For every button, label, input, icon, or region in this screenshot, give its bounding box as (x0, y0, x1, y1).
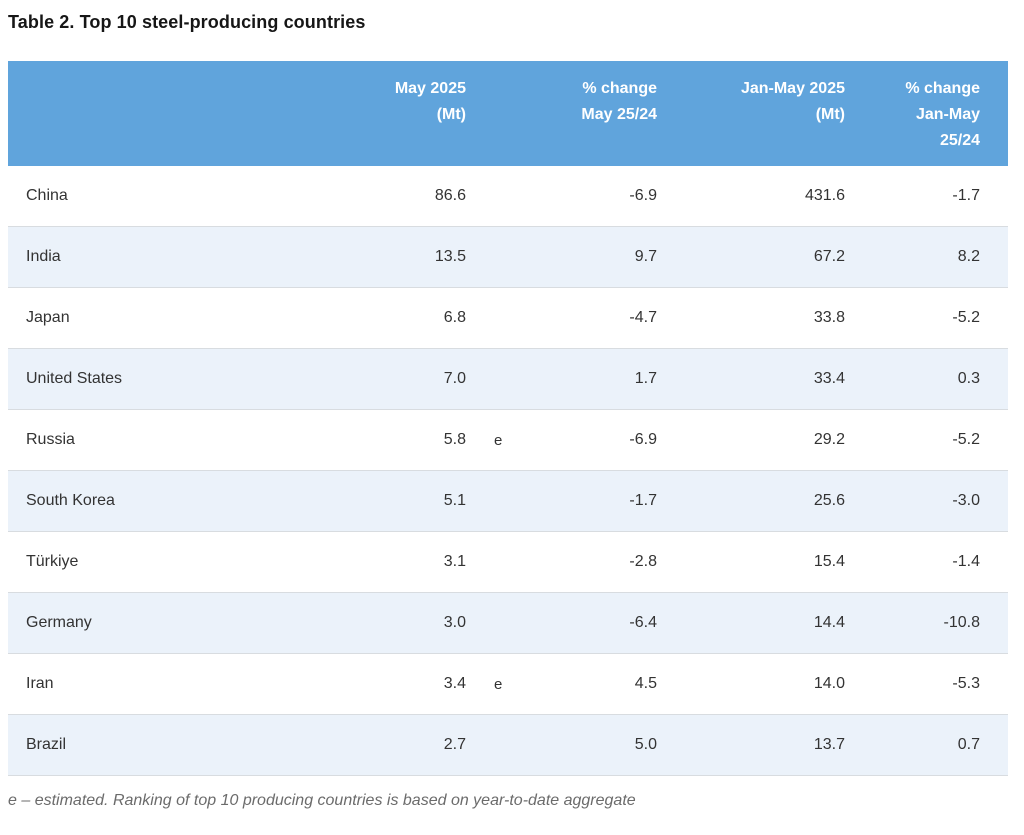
jan-may-value-cell: 25.6 (813, 492, 845, 509)
pct-may-cell: -6.9 (629, 187, 657, 204)
may-value-cell: 3.1 (443, 553, 466, 570)
table-row-turkiye: Türkiye 3.1 -2.8 15.4 -1.4 (8, 531, 1008, 593)
country-cell: Iran (26, 675, 54, 692)
jan-may-value-cell: 13.7 (813, 736, 845, 753)
table-body: China 86.6 -6.9 431.6 -1.7 India 13.5 9.… (8, 166, 1008, 776)
header-jan-may-2025: Jan-May 2025 (Mt) (657, 61, 845, 166)
may-value-cell: 13.5 (434, 248, 466, 265)
header-flag-spacer (466, 61, 518, 166)
estimated-flag-cell (466, 715, 518, 776)
country-cell: United States (26, 370, 123, 387)
table-row-russia: Russia 5.8 e -6.9 29.2 -5.2 (8, 409, 1008, 471)
estimated-flag-cell (466, 471, 518, 532)
pct-jan-may-cell: -5.2 (952, 431, 980, 448)
pct-may-cell: -6.4 (629, 614, 657, 631)
pct-jan-may-cell: -5.3 (952, 675, 980, 692)
table-row-iran: Iran 3.4 e 4.5 14.0 -5.3 (8, 653, 1008, 715)
table-row-china: China 86.6 -6.9 431.6 -1.7 (8, 166, 1008, 227)
table-row-india: India 13.5 9.7 67.2 8.2 (8, 226, 1008, 288)
estimated-flag-cell: e (494, 431, 503, 449)
pct-jan-may-cell: 8.2 (957, 248, 980, 265)
header-row: May 2025 (Mt) % change May 25/24 Jan-May… (8, 61, 1008, 166)
may-value-cell: 86.6 (434, 187, 466, 204)
pct-jan-may-cell: -10.8 (943, 614, 980, 631)
pct-jan-may-cell: -5.2 (952, 309, 980, 326)
country-cell: South Korea (26, 492, 115, 509)
table-title: Table 2. Top 10 steel-producing countrie… (8, 12, 366, 32)
table-row-germany: Germany 3.0 -6.4 14.4 -10.8 (8, 592, 1008, 654)
pct-may-cell: 5.0 (634, 736, 657, 753)
header-may-2025: May 2025 (Mt) (288, 61, 466, 166)
header-country (8, 61, 288, 166)
jan-may-value-cell: 33.4 (813, 370, 845, 387)
may-value-cell: 6.8 (443, 309, 466, 326)
table-row-united-states: United States 7.0 1.7 33.4 0.3 (8, 348, 1008, 410)
pct-may-cell: -4.7 (629, 309, 657, 326)
header-pct-change-jan-may: % change Jan-May 25/24 (845, 61, 1008, 166)
pct-may-cell: 4.5 (634, 675, 657, 692)
pct-jan-may-cell: -1.4 (952, 553, 980, 570)
pct-jan-may-cell: -3.0 (952, 492, 980, 509)
may-value-cell: 3.4 (443, 675, 466, 692)
jan-may-value-cell: 431.6 (804, 187, 845, 204)
pct-jan-may-cell: -1.7 (952, 187, 980, 204)
footnote: e – estimated. Ranking of top 10 produci… (8, 792, 636, 809)
estimated-flag-cell (466, 288, 518, 349)
jan-may-value-cell: 14.0 (813, 675, 845, 692)
estimated-flag-cell (466, 593, 518, 654)
jan-may-value-cell: 29.2 (813, 431, 845, 448)
pct-may-cell: -1.7 (629, 492, 657, 509)
pct-may-cell: 1.7 (634, 370, 657, 387)
country-cell: Japan (26, 309, 70, 326)
estimated-flag-cell (466, 532, 518, 593)
country-cell: Türkiye (26, 553, 79, 570)
estimated-flag-cell (466, 166, 518, 227)
country-cell: India (26, 248, 61, 265)
may-value-cell: 3.0 (443, 614, 466, 631)
jan-may-value-cell: 15.4 (813, 553, 845, 570)
pct-may-cell: -6.9 (629, 431, 657, 448)
country-cell: Brazil (26, 736, 67, 753)
header-pct-change-may: % change May 25/24 (518, 61, 657, 166)
may-value-cell: 5.8 (443, 431, 466, 448)
steel-production-table: May 2025 (Mt) % change May 25/24 Jan-May… (8, 61, 1008, 776)
estimated-flag-cell: e (494, 675, 503, 693)
may-value-cell: 7.0 (443, 370, 466, 387)
table-row-japan: Japan 6.8 -4.7 33.8 -5.2 (8, 287, 1008, 349)
country-cell: Germany (26, 614, 92, 631)
jan-may-value-cell: 67.2 (813, 248, 845, 265)
estimated-flag-cell (466, 227, 518, 288)
may-value-cell: 5.1 (443, 492, 466, 509)
pct-may-cell: 9.7 (634, 248, 657, 265)
table-row-south-korea: South Korea 5.1 -1.7 25.6 -3.0 (8, 470, 1008, 532)
country-cell: Russia (26, 431, 75, 448)
table-row-brazil: Brazil 2.7 5.0 13.7 0.7 (8, 714, 1008, 776)
pct-may-cell: -2.8 (629, 553, 657, 570)
table-header: May 2025 (Mt) % change May 25/24 Jan-May… (8, 61, 1008, 166)
pct-jan-may-cell: 0.3 (957, 370, 980, 387)
estimated-flag-cell (466, 349, 518, 410)
jan-may-value-cell: 33.8 (813, 309, 845, 326)
country-cell: China (26, 187, 68, 204)
pct-jan-may-cell: 0.7 (957, 736, 980, 753)
may-value-cell: 2.7 (443, 736, 466, 753)
jan-may-value-cell: 14.4 (813, 614, 845, 631)
